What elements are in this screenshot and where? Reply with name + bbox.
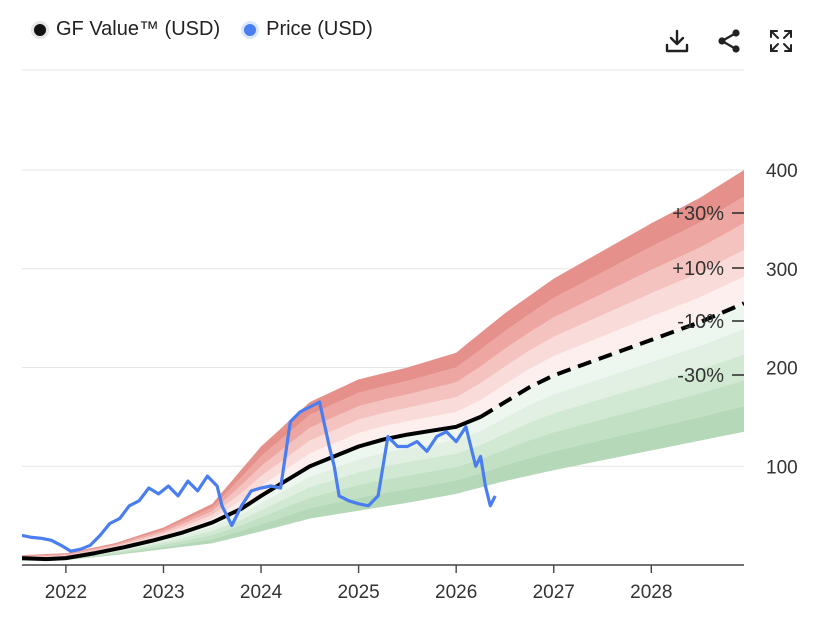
gf-value-forecast-line bbox=[479, 301, 744, 419]
band-label: +10% bbox=[672, 258, 724, 280]
upper-band bbox=[22, 223, 744, 558]
lower-band bbox=[22, 329, 744, 560]
band-label: +30% bbox=[672, 203, 724, 225]
x-tick-label: 2025 bbox=[337, 582, 379, 603]
band-label: -10% bbox=[677, 311, 724, 333]
band-label: -30% bbox=[677, 365, 724, 387]
share-icon[interactable] bbox=[714, 26, 744, 56]
grid bbox=[22, 69, 744, 467]
gf-value-line bbox=[22, 415, 482, 562]
x-tick-label: 2028 bbox=[630, 582, 672, 603]
x-tick-label: 2022 bbox=[45, 582, 87, 603]
upper-band bbox=[22, 276, 744, 560]
band-labels: +30% +10% -10% -30% bbox=[672, 203, 744, 387]
y-tick-label: 300 bbox=[766, 260, 798, 281]
x-tick-label: 2027 bbox=[533, 582, 575, 603]
lower-band bbox=[22, 406, 744, 561]
legend: GF Value™ (USD) Price (USD) bbox=[34, 18, 373, 41]
gf-value-legend-label: GF Value™ (USD) bbox=[56, 18, 221, 40]
expand-icon[interactable] bbox=[766, 26, 796, 56]
x-tick-label: 2023 bbox=[142, 582, 184, 603]
y-tick-label: 200 bbox=[766, 359, 798, 380]
price-line bbox=[22, 400, 497, 553]
series-lines bbox=[22, 301, 744, 562]
upper-band bbox=[22, 250, 744, 559]
x-tick-label: 2026 bbox=[435, 582, 477, 603]
gf-value-legend-dot bbox=[34, 23, 46, 36]
y-tick-label: 100 bbox=[766, 457, 798, 478]
value-bands bbox=[22, 170, 744, 561]
chart-toolbar bbox=[662, 26, 796, 56]
legend-item-price[interactable]: Price (USD) bbox=[244, 18, 373, 41]
legend-item-gf-value[interactable]: GF Value™ (USD) bbox=[34, 18, 220, 41]
y-tick-label: 400 bbox=[766, 161, 798, 182]
lower-band bbox=[22, 354, 744, 560]
lower-band bbox=[22, 380, 744, 561]
lower-band bbox=[22, 303, 744, 560]
axes: 100 200 300 400 2022 2023 2024 2025 2026 2027 2028 bbox=[22, 161, 798, 603]
download-icon[interactable] bbox=[662, 26, 692, 56]
price-legend-dot bbox=[244, 23, 257, 36]
price-legend-label: Price (USD) bbox=[266, 18, 373, 40]
x-tick-label: 2024 bbox=[240, 582, 283, 603]
upper-band bbox=[22, 196, 744, 557]
upper-band bbox=[22, 170, 744, 556]
